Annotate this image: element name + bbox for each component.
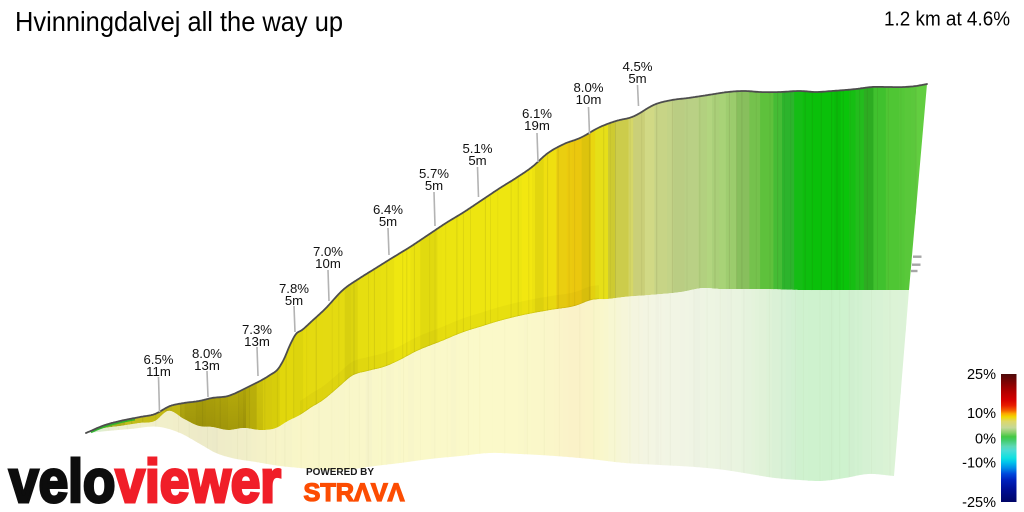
svg-text:5m: 5m — [468, 153, 486, 168]
svg-text:6.1%: 6.1% — [522, 106, 552, 121]
svg-text:STRΛVΛ: STRΛVΛ — [304, 479, 405, 507]
svg-text:7.0%: 7.0% — [313, 244, 343, 259]
svg-text:veloviewer: veloviewer — [9, 448, 281, 512]
svg-text:10m: 10m — [315, 256, 341, 271]
svg-text:25%: 25% — [967, 367, 996, 383]
svg-text:5m: 5m — [285, 293, 303, 308]
svg-text:8.0%: 8.0% — [573, 80, 603, 95]
svg-text:5.1%: 5.1% — [462, 141, 492, 156]
svg-text:19m: 19m — [524, 118, 550, 133]
svg-text:5m: 5m — [425, 178, 443, 193]
svg-text:8.0%: 8.0% — [192, 346, 222, 361]
svg-text:4.5%: 4.5% — [622, 59, 652, 74]
svg-text:5m: 5m — [379, 214, 397, 229]
svg-text:13m: 13m — [194, 358, 220, 373]
svg-text:10m: 10m — [576, 92, 602, 107]
svg-text:5m: 5m — [628, 71, 646, 86]
svg-text:0%: 0% — [975, 432, 996, 448]
svg-text:5.7%: 5.7% — [419, 166, 449, 181]
svg-text:6.4%: 6.4% — [373, 202, 403, 217]
svg-text:10%: 10% — [967, 406, 996, 422]
svg-text:-25%: -25% — [962, 495, 996, 511]
svg-text:6.5%: 6.5% — [143, 352, 173, 367]
svg-text:POWERED BY: POWERED BY — [306, 467, 374, 478]
svg-text:1.2 km at 4.6%: 1.2 km at 4.6% — [884, 9, 1010, 31]
svg-text:13m: 13m — [244, 334, 270, 349]
svg-text:-10%: -10% — [962, 456, 996, 472]
svg-text:11m: 11m — [146, 364, 171, 379]
svg-text:7.8%: 7.8% — [279, 281, 309, 296]
svg-text:7.3%: 7.3% — [242, 322, 272, 337]
svg-text:Hvinningdalvej all the way up: Hvinningdalvej all the way up — [15, 6, 343, 37]
